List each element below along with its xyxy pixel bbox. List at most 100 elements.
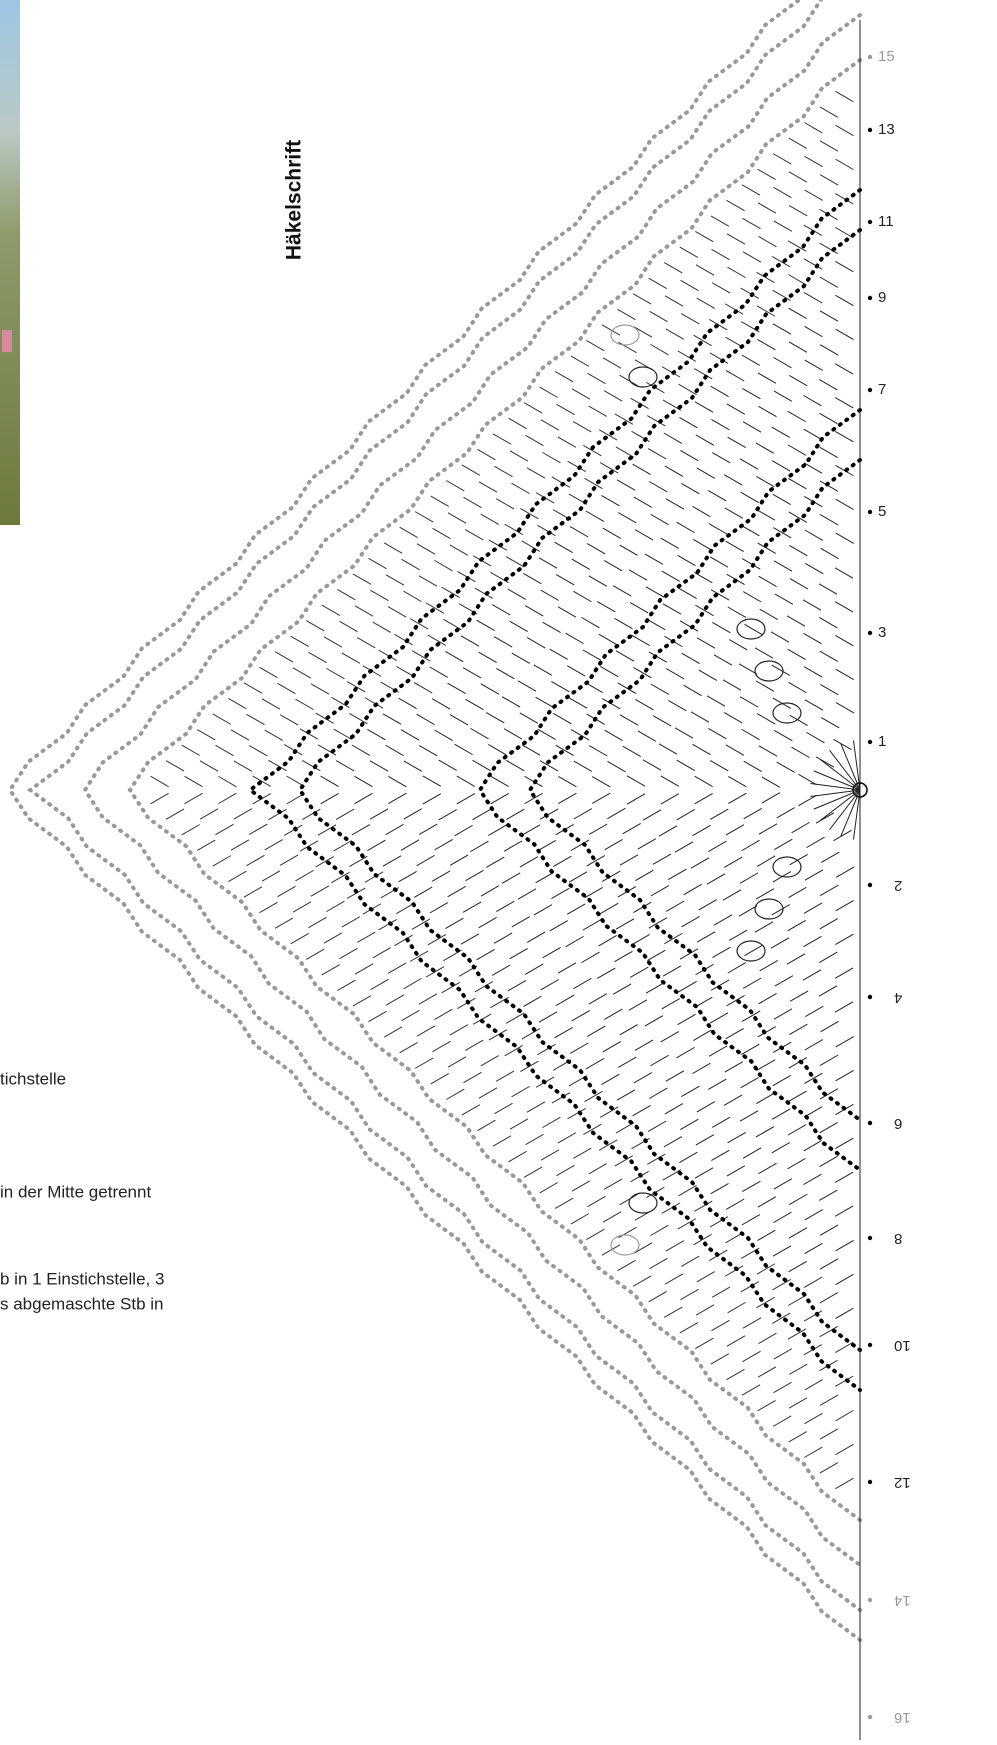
stitch — [617, 1259, 636, 1272]
stitch — [403, 590, 422, 603]
stitch — [441, 586, 460, 598]
stitch — [501, 696, 521, 708]
row-label: 12 — [894, 1474, 911, 1491]
stitch — [434, 839, 453, 851]
stitch — [664, 295, 684, 307]
stitch — [791, 821, 810, 834]
stitch — [369, 808, 389, 820]
stitch — [770, 631, 790, 643]
stitch — [711, 452, 731, 464]
stitch — [603, 1178, 623, 1190]
stitch — [743, 760, 762, 772]
stitch — [506, 760, 525, 772]
stitch — [820, 1020, 839, 1033]
stitch — [798, 794, 817, 807]
stitch — [305, 948, 325, 960]
stitch — [681, 1255, 700, 1267]
stitch — [571, 558, 590, 570]
stitch — [835, 1341, 854, 1353]
stitch — [662, 603, 682, 615]
stitch — [788, 886, 807, 899]
stitch — [835, 124, 854, 137]
stitch — [584, 1090, 603, 1103]
stitch — [228, 697, 247, 710]
stitch — [614, 413, 634, 425]
stitch — [756, 305, 776, 317]
stitch — [757, 202, 777, 214]
stitch — [542, 451, 561, 464]
stitch — [505, 1012, 525, 1024]
stitch — [597, 601, 616, 613]
stitch — [834, 363, 854, 375]
stitch — [537, 728, 556, 740]
stitch — [738, 663, 758, 675]
stitch — [591, 792, 611, 804]
stitch — [756, 1263, 776, 1275]
center-stitch — [852, 789, 861, 840]
stitch — [803, 394, 822, 407]
stitch — [835, 1443, 854, 1456]
stitch — [533, 664, 553, 676]
stitch — [553, 713, 572, 725]
stitch — [490, 775, 509, 787]
stitch — [692, 743, 711, 756]
stitch — [649, 1257, 668, 1270]
stitch — [302, 808, 321, 820]
stitch — [635, 698, 654, 711]
stitch — [756, 1296, 775, 1309]
stitch — [494, 465, 513, 478]
stitch — [677, 1013, 696, 1026]
stitch — [521, 744, 541, 756]
stitch — [819, 650, 838, 662]
stitch — [337, 589, 356, 601]
stitch — [542, 621, 561, 634]
stitch — [727, 436, 746, 448]
stitch — [496, 900, 515, 912]
stitch — [556, 403, 575, 416]
stitch — [457, 570, 476, 583]
stitch — [632, 1104, 651, 1117]
stitch — [726, 403, 746, 415]
stitch — [378, 919, 397, 931]
stitch — [553, 855, 572, 867]
stitch — [526, 1101, 546, 1113]
stitch — [465, 529, 484, 541]
stitch — [416, 543, 436, 555]
stitch — [787, 919, 806, 932]
stitch — [283, 824, 303, 836]
stitch — [788, 171, 808, 183]
fan — [610, 324, 640, 346]
stitch — [601, 324, 621, 336]
stitch — [835, 1307, 854, 1320]
stitch — [321, 604, 341, 616]
stitch — [197, 839, 216, 851]
stitch — [614, 617, 633, 630]
stitch — [447, 512, 467, 524]
stitch — [352, 995, 372, 1007]
stitch — [637, 730, 657, 742]
stitch — [679, 948, 699, 960]
stitch — [480, 885, 500, 897]
row-label: 5 — [878, 503, 886, 520]
stitch — [478, 481, 498, 493]
stitch — [429, 666, 449, 678]
stitch — [432, 1040, 451, 1053]
stitch — [725, 370, 745, 382]
stitch — [480, 513, 499, 525]
stitch — [583, 1123, 602, 1135]
stitch — [741, 839, 760, 852]
stitch — [650, 1224, 669, 1237]
stitch — [212, 855, 232, 867]
stitch — [438, 759, 457, 771]
row-label: 3 — [878, 624, 886, 641]
stitch — [787, 410, 806, 423]
stitch — [725, 1198, 745, 1210]
stitch — [422, 775, 442, 787]
stitch — [662, 965, 682, 977]
stitch — [771, 664, 791, 676]
legend-text: s abgemaschte Stb in — [0, 1294, 163, 1313]
stitch — [788, 307, 807, 320]
stitch — [739, 872, 759, 884]
stitch — [756, 509, 776, 521]
stitch — [789, 990, 809, 1002]
